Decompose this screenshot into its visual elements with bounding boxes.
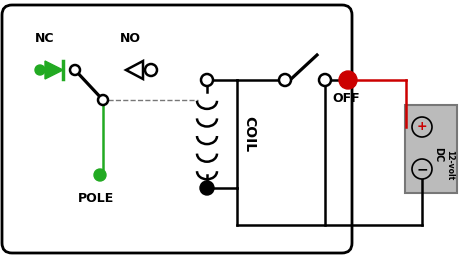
Text: COIL: COIL bbox=[242, 116, 256, 152]
Text: NC: NC bbox=[35, 32, 55, 45]
Text: NO: NO bbox=[120, 32, 141, 45]
Circle shape bbox=[279, 74, 291, 86]
Circle shape bbox=[339, 71, 357, 89]
Bar bbox=[405, 105, 457, 193]
Text: POLE: POLE bbox=[78, 192, 114, 205]
Circle shape bbox=[201, 74, 213, 86]
Polygon shape bbox=[45, 61, 63, 79]
Circle shape bbox=[412, 117, 432, 137]
Circle shape bbox=[94, 169, 106, 181]
Circle shape bbox=[200, 181, 214, 195]
Circle shape bbox=[412, 159, 432, 179]
Polygon shape bbox=[126, 61, 143, 79]
Circle shape bbox=[319, 74, 331, 86]
Circle shape bbox=[70, 65, 80, 75]
Text: 12-volt: 12-volt bbox=[446, 150, 455, 180]
Text: DC: DC bbox=[433, 147, 443, 163]
Text: OFF: OFF bbox=[332, 92, 360, 105]
Circle shape bbox=[98, 95, 108, 105]
Text: +: + bbox=[417, 121, 428, 133]
Text: −: − bbox=[416, 162, 428, 176]
Circle shape bbox=[145, 64, 157, 76]
FancyBboxPatch shape bbox=[2, 5, 352, 253]
Circle shape bbox=[35, 65, 45, 75]
